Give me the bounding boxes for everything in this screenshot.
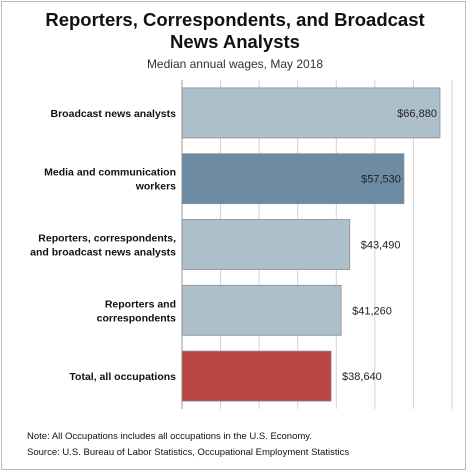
value-label: $43,490 [361, 240, 401, 252]
category-label: Total, all occupations [69, 371, 176, 383]
category-label: workers [135, 181, 176, 193]
chart-subtitle: Median annual wages, May 2018 [146, 57, 324, 71]
bar-1 [181, 153, 405, 205]
value-label: $66,880 [397, 108, 437, 120]
bar-4 [181, 350, 332, 402]
category-label: Reporters and [105, 298, 176, 310]
chart-source: Source: U.S. Bureau of Labor Statistics,… [27, 447, 350, 458]
category-label: Media and communication [44, 167, 176, 179]
bar-0 [181, 87, 441, 139]
value-label: $38,640 [342, 371, 382, 383]
value-label: $41,260 [352, 305, 392, 317]
category-label: Reporters, correspondents, [38, 233, 176, 245]
bar-2 [181, 219, 351, 270]
category-label: correspondents [97, 312, 177, 324]
bar-3 [181, 284, 342, 336]
chart-note: Note: All Occupations includes all occup… [27, 431, 312, 442]
value-label: $57,530 [361, 174, 401, 186]
category-label: and broadcast news analysts [30, 247, 176, 259]
category-label: Broadcast news analysts [51, 108, 177, 120]
chart-title: Reporters, Correspondents, and Broadcast… [45, 9, 425, 52]
